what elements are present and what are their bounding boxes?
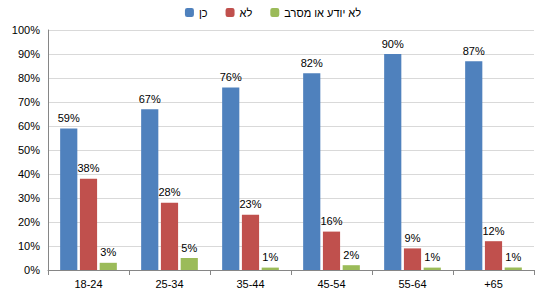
- svg-text:59%: 59%: [58, 112, 80, 124]
- svg-text:+65: +65: [484, 278, 503, 290]
- svg-text:12%: 12%: [482, 225, 504, 237]
- svg-text:28%: 28%: [158, 186, 180, 198]
- svg-text:9%: 9%: [405, 232, 421, 244]
- svg-text:1%: 1%: [424, 251, 440, 263]
- svg-text:45-54: 45-54: [317, 278, 345, 290]
- svg-text:10%: 10%: [18, 240, 40, 252]
- svg-text:20%: 20%: [18, 216, 40, 228]
- svg-text:90%: 90%: [18, 48, 40, 60]
- svg-text:55-64: 55-64: [398, 278, 426, 290]
- svg-text:לא: לא: [240, 7, 253, 19]
- svg-text:76%: 76%: [220, 71, 242, 83]
- svg-text:35-44: 35-44: [236, 278, 264, 290]
- svg-text:1%: 1%: [262, 251, 278, 263]
- svg-text:25-34: 25-34: [155, 278, 183, 290]
- svg-text:16%: 16%: [320, 215, 342, 227]
- svg-text:87%: 87%: [463, 45, 485, 57]
- svg-text:40%: 40%: [18, 168, 40, 180]
- svg-text:0%: 0%: [24, 264, 40, 276]
- svg-text:23%: 23%: [239, 198, 261, 210]
- svg-text:לא יודע או מסרב: לא יודע או מסרב: [284, 7, 361, 19]
- svg-text:70%: 70%: [18, 96, 40, 108]
- svg-text:67%: 67%: [139, 93, 161, 105]
- svg-text:80%: 80%: [18, 72, 40, 84]
- svg-text:38%: 38%: [77, 162, 99, 174]
- svg-text:82%: 82%: [301, 57, 323, 69]
- svg-text:50%: 50%: [18, 144, 40, 156]
- svg-text:30%: 30%: [18, 192, 40, 204]
- svg-text:3%: 3%: [100, 246, 116, 258]
- svg-text:2%: 2%: [343, 249, 359, 261]
- svg-text:100%: 100%: [12, 24, 40, 36]
- svg-text:90%: 90%: [382, 38, 404, 50]
- svg-text:18-24: 18-24: [74, 278, 102, 290]
- svg-text:כן: כן: [199, 7, 208, 19]
- svg-text:60%: 60%: [18, 120, 40, 132]
- svg-text:5%: 5%: [181, 242, 197, 254]
- svg-text:1%: 1%: [505, 251, 521, 263]
